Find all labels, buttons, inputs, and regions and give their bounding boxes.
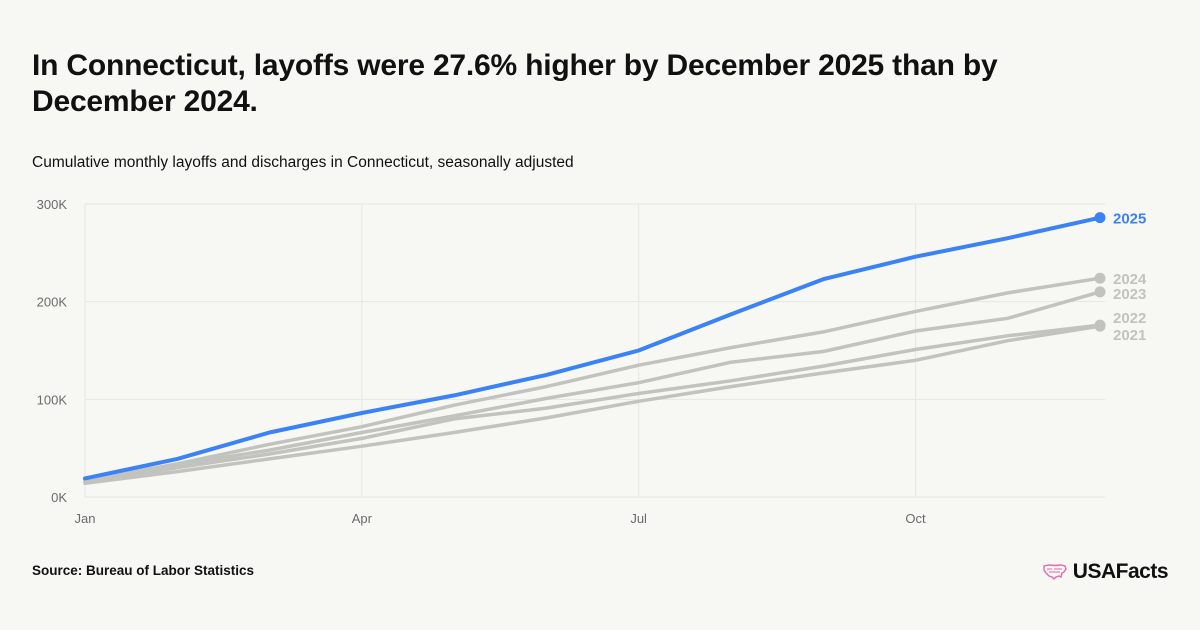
x-axis-ticks: Jan Apr Jul Oct [75, 511, 926, 526]
chart-title: In Connecticut, layoffs were 27.6% highe… [32, 49, 998, 118]
brand-name: USAFacts [1072, 560, 1169, 583]
series-label-2024: 2024 [1113, 271, 1147, 288]
brand-logo: USAFacts [1043, 560, 1169, 584]
series-line-2021 [83, 324, 1102, 486]
series-label-2022: 2022 [1113, 310, 1146, 327]
x-tick-label: Oct [905, 511, 926, 526]
y-tick-label: 0K [51, 490, 67, 505]
y-tick-label: 100K [37, 392, 68, 407]
chart-subtitle: Cumulative monthly layoffs and discharge… [32, 154, 574, 171]
series-end-dot-2022 [1094, 319, 1106, 331]
series-line-2023 [83, 290, 1102, 484]
series-end-dot-2024 [1094, 272, 1106, 284]
x-tick-label: Jul [630, 511, 647, 526]
grid-lines [84, 203, 1105, 498]
y-tick-label: 200K [37, 295, 68, 310]
series-line-2025 [83, 215, 1102, 481]
x-tick-label: Apr [352, 511, 373, 526]
us-map-icon [1043, 564, 1067, 580]
x-tick-label: Jan [75, 511, 96, 526]
y-axis-ticks: 0K 100K 200K 300K [37, 197, 68, 505]
series-end-dot-2025 [1094, 212, 1106, 224]
series-label-2023: 2023 [1113, 286, 1146, 303]
series-label-2021: 2021 [1113, 327, 1146, 344]
series-line-2024 [83, 276, 1102, 483]
source-note: Source: Bureau of Labor Statistics [32, 563, 255, 578]
series-label-2025: 2025 [1113, 211, 1146, 228]
y-tick-label: 300K [37, 197, 68, 212]
series-line-2022 [83, 323, 1102, 485]
series-lines [83, 212, 1106, 486]
series-end-dot-2023 [1094, 286, 1106, 298]
